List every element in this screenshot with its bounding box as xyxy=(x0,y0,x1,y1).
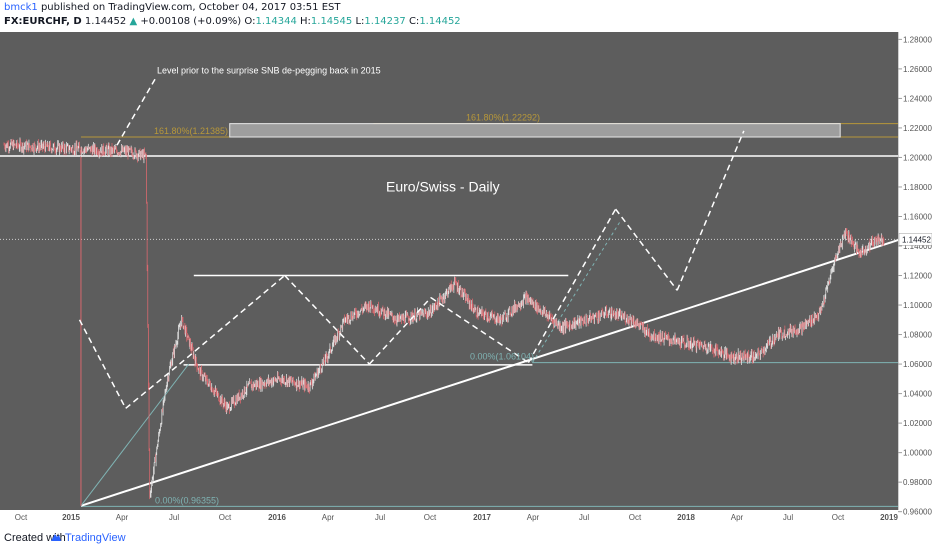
up-arrow-icon: ▲ xyxy=(129,16,138,27)
high-label: H: xyxy=(300,16,311,27)
x-axis-label: 2019 xyxy=(880,513,898,522)
tradingview-brand: TradingView xyxy=(65,532,126,544)
x-axis-label: Apr xyxy=(322,513,335,522)
x-axis-label: Apr xyxy=(731,513,744,522)
y-axis-label: 1.10000 xyxy=(903,301,932,310)
plot-area[interactable] xyxy=(0,32,898,522)
chart-title: Euro/Swiss - Daily xyxy=(386,178,500,194)
y-axis-label: 0.96000 xyxy=(903,508,932,517)
y-axis-label: 1.24000 xyxy=(903,94,932,103)
last-price: 1.14452 xyxy=(84,16,127,27)
chart-header: bmck1 published on TradingView.com, Octo… xyxy=(0,0,932,32)
target-zone-box xyxy=(229,123,841,138)
x-axis-label: Jul xyxy=(783,513,793,522)
x-axis-label: Apr xyxy=(527,513,540,522)
y-axis-label: 0.98000 xyxy=(903,478,932,487)
price-axis[interactable] xyxy=(898,32,932,522)
current-price-tag xyxy=(898,233,932,246)
swing-arrow-2 xyxy=(125,363,181,409)
x-axis-label: Oct xyxy=(629,513,642,522)
swing-arrow-4 xyxy=(284,275,370,365)
swing-arrow-1 xyxy=(78,319,127,409)
open-label: O: xyxy=(244,16,256,27)
x-axis-label: 2018 xyxy=(677,513,695,522)
x-axis-label: Oct xyxy=(424,513,437,522)
high-value: 1.14545 xyxy=(310,16,353,27)
fib-label-121385: 161.80%(1.21385) xyxy=(154,126,228,136)
ohlc-legend: FX:EURCHF, D 1.14452 ▲ +0.00108 (+0.09%)… xyxy=(4,16,461,27)
x-axis-label: Oct xyxy=(15,513,28,522)
fib-label-096355: 0.00%(0.96355) xyxy=(155,495,219,505)
low-label: L: xyxy=(355,16,365,27)
x-axis-label: Jul xyxy=(579,513,589,522)
publisher-user-link[interactable]: bmck1 xyxy=(4,2,38,13)
current-price-label: 1.14452 xyxy=(902,235,931,244)
symbol-label[interactable]: FX:EURCHF, D xyxy=(4,16,82,27)
fib-diagonal-2 xyxy=(531,222,621,363)
swing-arrow-3 xyxy=(179,274,286,365)
y-axis-label: 1.14000 xyxy=(903,242,932,251)
y-axis-label: 1.18000 xyxy=(903,183,932,192)
y-axis-label: 1.06000 xyxy=(903,360,932,369)
y-axis-label: 1.22000 xyxy=(903,124,932,133)
y-axis-label: 1.26000 xyxy=(903,65,932,74)
tradingview-cloud-icon xyxy=(51,534,61,541)
x-axis-label: Jul xyxy=(375,513,385,522)
x-axis-label: 2016 xyxy=(268,513,286,522)
swing-arrow-9 xyxy=(676,130,745,291)
time-axis[interactable] xyxy=(0,510,932,526)
fib-diagonal-1 xyxy=(80,363,190,507)
y-axis-label: 1.12000 xyxy=(903,272,932,281)
price-change: +0.00108 (+0.09%) xyxy=(140,16,242,27)
y-axis-label: 1.08000 xyxy=(903,331,932,340)
x-axis-label: Oct xyxy=(219,513,232,522)
fib-label-122292: 161.80%(1.22292) xyxy=(466,113,540,123)
swing-arrow-7 xyxy=(527,208,617,363)
publisher-text: published on TradingView.com, October 04… xyxy=(40,2,341,13)
publish-info: bmck1 published on TradingView.com, Octo… xyxy=(4,2,340,13)
swing-arrow-5 xyxy=(368,297,432,365)
fib-label-106104: 0.00%(1.06104) xyxy=(470,352,534,362)
x-axis-label: 2017 xyxy=(473,513,491,522)
created-with-text: Created with xyxy=(4,532,66,544)
y-axis-label: 1.04000 xyxy=(903,390,932,399)
close-label: C: xyxy=(408,16,420,27)
footer: Created with TradingView xyxy=(0,528,932,550)
open-value: 1.14344 xyxy=(255,16,297,27)
annotation-arrow xyxy=(114,78,156,149)
x-axis-label: Oct xyxy=(832,513,845,522)
y-axis-label: 1.02000 xyxy=(903,419,932,428)
trend-line xyxy=(80,239,899,507)
price-chart[interactable]: Level prior to the surprise SNB de-peggi… xyxy=(0,32,932,526)
x-axis-label: Apr xyxy=(116,513,129,522)
swing-arrow-8 xyxy=(615,208,678,291)
y-axis-label: 1.28000 xyxy=(903,35,932,44)
x-axis-label: 2015 xyxy=(62,513,80,522)
low-value: 1.14237 xyxy=(364,16,406,27)
y-axis-label: 1.00000 xyxy=(903,449,932,458)
tradingview-logo[interactable]: TradingView xyxy=(50,532,126,544)
snb-annotation: Level prior to the surprise SNB de-peggi… xyxy=(157,65,381,75)
close-value: 1.14452 xyxy=(419,16,461,27)
y-axis-label: 1.16000 xyxy=(903,212,932,221)
y-axis-label: 1.20000 xyxy=(903,153,932,162)
x-axis-label: Jul xyxy=(169,513,179,522)
